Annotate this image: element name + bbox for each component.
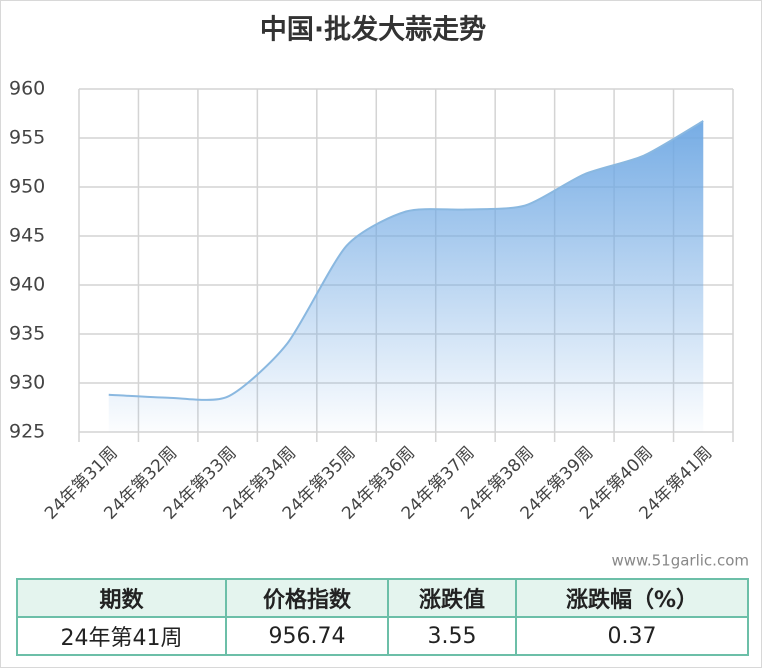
- chart-title: 中国·批发大蒜走势: [260, 14, 486, 46]
- y-tick-label: 935: [9, 323, 45, 345]
- chart: 中国·批发大蒜走势 www.51garlic.com 925 930 935 940 9…: [9, 14, 749, 570]
- y-tick-label: 925: [9, 421, 45, 443]
- y-tick-label: 945: [9, 225, 45, 247]
- y-tick-label: 955: [9, 127, 45, 149]
- line: [108, 120, 704, 401]
- header-cell: 涨跌值: [387, 578, 517, 618]
- y-tick-label: 950: [9, 176, 45, 198]
- cell: 0.37: [515, 616, 749, 656]
- y-tick-label: 940: [9, 274, 45, 296]
- cell: 3.55: [387, 616, 517, 656]
- cell: 24年第41周: [16, 616, 227, 656]
- watermark: www.51garlic.com: [611, 552, 749, 570]
- line-area: [108, 120, 704, 432]
- y-tick-label: 930: [9, 372, 45, 394]
- y-tick-label: 960: [9, 78, 45, 100]
- header-cell: 价格指数: [225, 578, 389, 618]
- summary-table: 期数 价格指数 涨跌值 涨跌幅（%） 24年第41周 956.74 3.55 0…: [16, 578, 749, 656]
- header-cell: 期数: [16, 578, 227, 618]
- cell: 956.74: [225, 616, 389, 656]
- header-cell: 涨跌幅（%）: [515, 578, 749, 618]
